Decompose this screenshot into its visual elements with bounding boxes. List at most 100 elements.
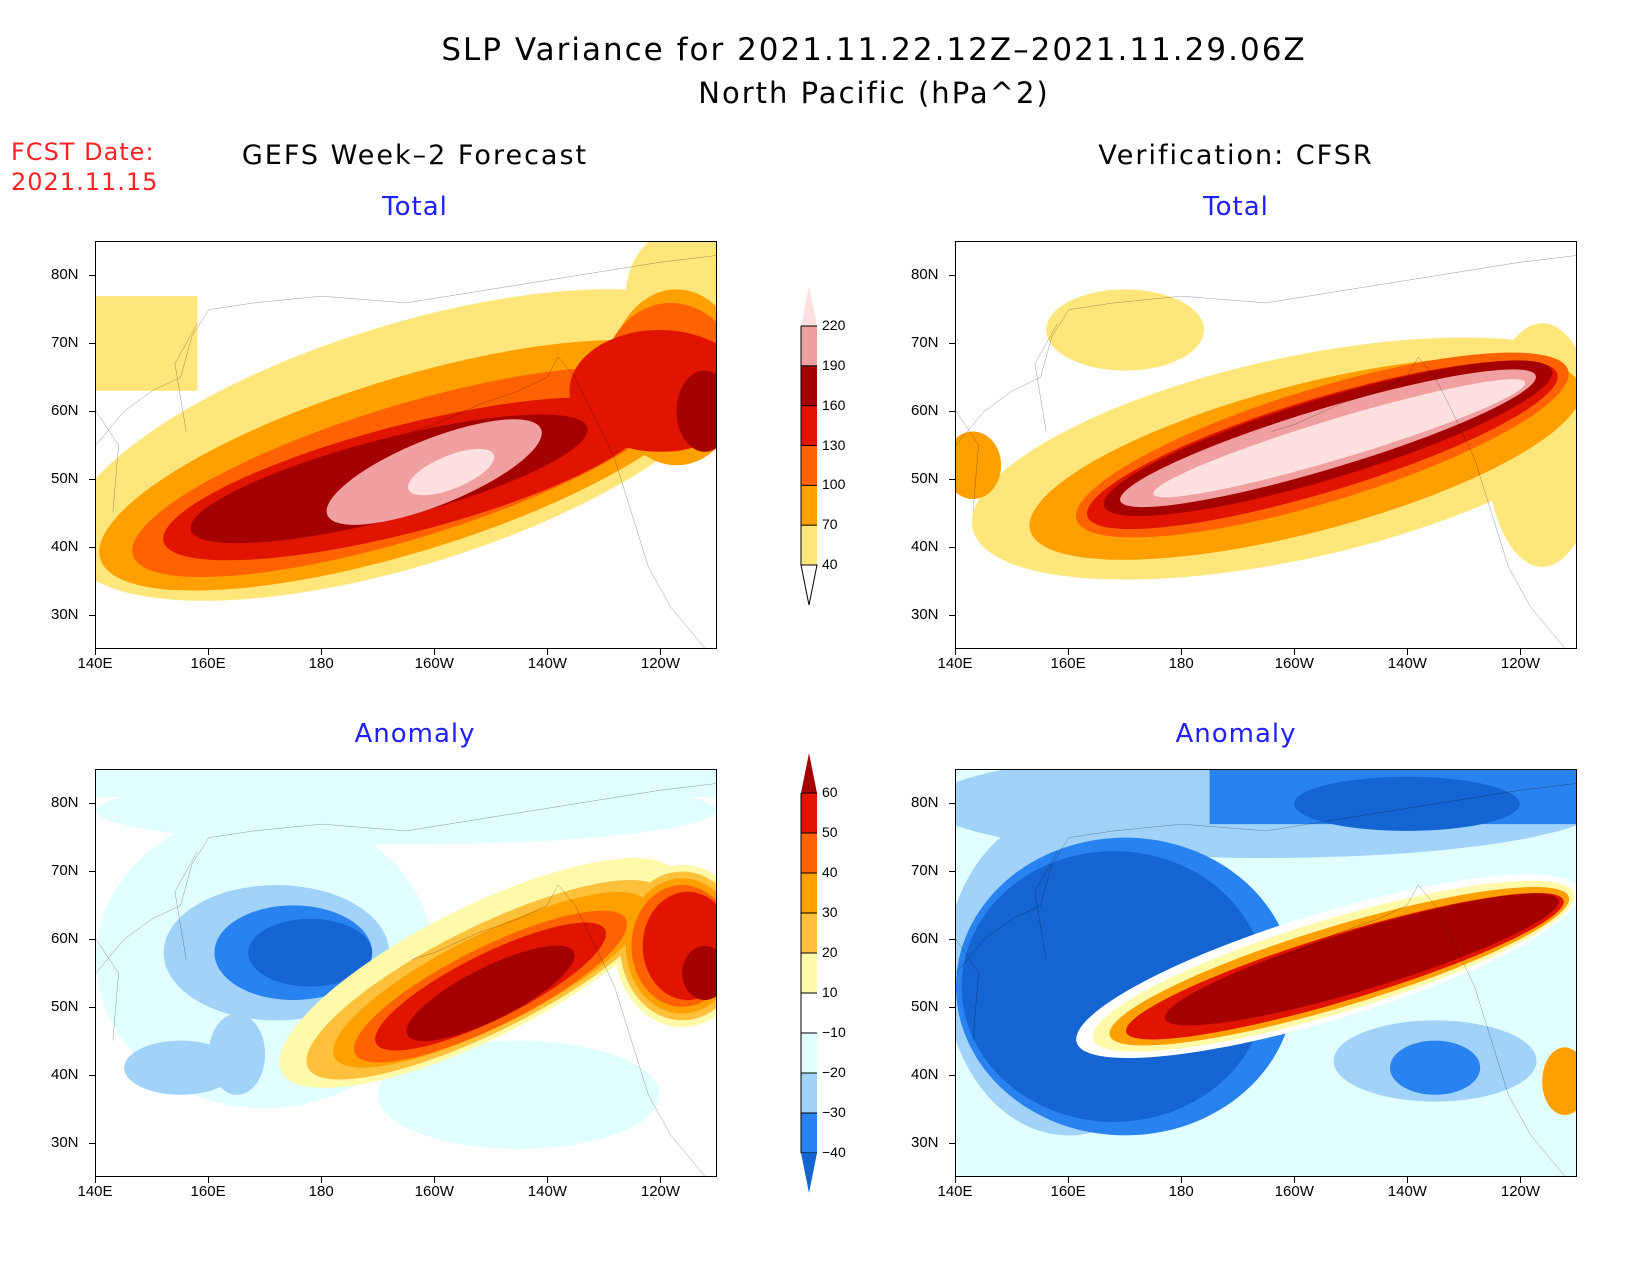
total-colorbar: [800, 286, 818, 605]
y-tick-label: 50N: [911, 998, 939, 1015]
y-tick-label: 40N: [911, 1066, 939, 1083]
colorbar-swatch: [801, 485, 817, 526]
x-tick-label: 180: [1168, 655, 1194, 672]
x-tick-label: 180: [308, 655, 334, 672]
y-tick-label: 80N: [911, 794, 939, 811]
contour-region: [377, 1040, 660, 1149]
y-tick-label: 30N: [911, 1134, 939, 1151]
y-tick-label: 80N: [911, 266, 939, 283]
contour-region: [1390, 1040, 1481, 1095]
y-tick-label: 30N: [51, 1134, 79, 1151]
colorbar-label: 130: [822, 436, 846, 453]
contour-region: [1164, 893, 1559, 1026]
contour-field: [96, 242, 716, 648]
contour-region: [1046, 289, 1204, 371]
figure-subtitle: North Pacific (hPa^2): [698, 76, 1050, 110]
colorbar-label: 20: [822, 944, 838, 960]
x-tick-label: 160W: [414, 655, 454, 672]
colorbar-swatch: [801, 833, 817, 873]
colorbar-swatch: [801, 326, 817, 366]
y-tick-mark: [949, 1007, 955, 1008]
y-tick-mark: [949, 939, 955, 940]
x-tick-mark: [955, 1177, 956, 1183]
x-tick-mark: [1181, 649, 1183, 655]
y-tick-label: 70N: [51, 334, 79, 351]
contour-region: [956, 431, 1002, 500]
colorbar-swatch: [801, 1033, 817, 1073]
contour-region: [124, 1040, 237, 1095]
contour-region: [682, 945, 716, 1001]
colorbar-swatch: [801, 953, 817, 993]
contour-region: [1153, 379, 1526, 498]
x-tick-label: 140W: [527, 1183, 567, 1200]
anomaly-colorbar: [800, 753, 817, 1193]
x-tick-label: 140E: [77, 655, 113, 672]
x-tick-mark: [434, 649, 436, 655]
x-tick-mark: [434, 1177, 436, 1183]
colorbar-swatch: [801, 525, 817, 565]
right-column-header: Verification: CFSR: [1098, 140, 1374, 171]
x-tick-label: 140E: [937, 655, 973, 672]
x-tick-mark: [95, 1177, 96, 1183]
colorbar-swatch: [801, 913, 817, 953]
y-tick-mark: [949, 411, 955, 412]
x-tick-mark: [1068, 649, 1070, 655]
x-tick-label: 140E: [937, 1183, 973, 1200]
colorbar-extension-bottom: [801, 1153, 817, 1193]
y-tick-label: 60N: [911, 402, 939, 419]
y-tick-mark: [89, 1143, 95, 1144]
y-tick-label: 70N: [51, 862, 79, 879]
colorbar-swatch: [801, 993, 817, 1033]
x-tick-label: 160E: [1050, 655, 1086, 672]
y-tick-mark: [949, 479, 955, 480]
y-tick-label: 40N: [911, 538, 939, 555]
y-tick-label: 30N: [51, 606, 79, 623]
y-tick-label: 80N: [51, 794, 79, 811]
y-tick-mark: [89, 547, 95, 548]
y-tick-mark: [89, 1007, 95, 1008]
coastline: [956, 256, 1576, 648]
contour-field: [96, 770, 716, 1176]
x-tick-label: 160E: [190, 1183, 226, 1200]
coastline: [96, 784, 716, 1176]
x-tick-mark: [208, 1177, 210, 1183]
x-tick-mark: [1407, 649, 1409, 655]
left-column-header: GEFS Week–2 Forecast: [241, 140, 589, 171]
x-tick-label: 160E: [190, 655, 226, 672]
colorbar-extension-top: [801, 286, 817, 326]
panel-label-total-verification: Total: [1203, 192, 1269, 222]
colorbar-label: 50: [822, 824, 838, 840]
y-tick-mark: [949, 615, 955, 616]
x-tick-mark: [95, 649, 96, 655]
colorbar-label: 40: [822, 556, 838, 572]
y-tick-mark: [949, 275, 955, 276]
x-tick-label: 160E: [1050, 1183, 1086, 1200]
colorbar-label: −30: [822, 1104, 846, 1120]
y-tick-mark: [949, 547, 955, 548]
y-tick-label: 50N: [51, 470, 79, 487]
x-tick-mark: [1181, 1177, 1183, 1183]
y-tick-mark: [89, 939, 95, 940]
x-tick-mark: [547, 649, 549, 655]
x-tick-mark: [1294, 1177, 1296, 1183]
y-tick-label: 60N: [51, 402, 79, 419]
colorbar-label: −20: [822, 1064, 846, 1080]
forecast-total-map: [95, 241, 717, 649]
figure-title: SLP Variance for 2021.11.22.12Z–2021.11.…: [441, 32, 1307, 68]
y-tick-mark: [949, 1075, 955, 1076]
y-tick-label: 40N: [51, 538, 79, 555]
x-tick-label: 140W: [1387, 1183, 1427, 1200]
x-tick-label: 180: [308, 1183, 334, 1200]
x-tick-label: 160W: [1274, 1183, 1314, 1200]
y-tick-mark: [949, 803, 955, 804]
colorbar-swatch: [801, 1113, 817, 1153]
colorbar-label: 10: [822, 984, 838, 1000]
colorbar-label: 160: [822, 396, 846, 413]
x-tick-label: 120W: [640, 655, 681, 672]
y-tick-mark: [89, 479, 95, 480]
colorbar-label: −40: [822, 1144, 846, 1160]
y-tick-label: 60N: [911, 930, 939, 947]
y-tick-mark: [89, 343, 95, 344]
contour-region: [961, 851, 1266, 1122]
x-tick-label: 120W: [640, 1183, 681, 1200]
